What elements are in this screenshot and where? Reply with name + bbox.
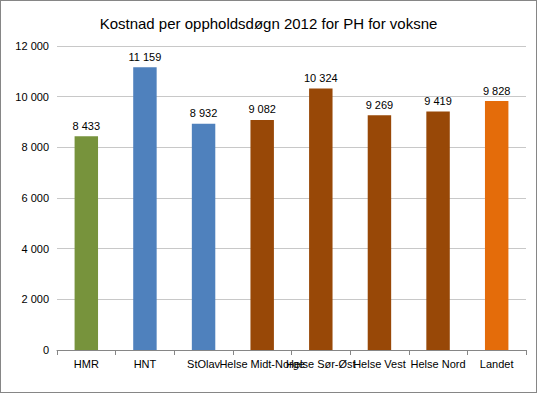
svg-text:Helse Sør-Øst: Helse Sør-Øst [286,358,356,370]
svg-text:12 000: 12 000 [15,40,49,52]
svg-text:0: 0 [43,344,49,356]
svg-text:StOlav: StOlav [187,358,221,370]
svg-text:Helse Nord: Helse Nord [411,358,466,370]
svg-text:Kostnad per oppholdsdøgn 2012: Kostnad per oppholdsdøgn 2012 for PH for… [100,15,438,32]
svg-text:Helse Vest: Helse Vest [353,358,406,370]
svg-text:9 269: 9 269 [366,99,394,111]
svg-text:6 000: 6 000 [21,192,49,204]
svg-text:8 932: 8 932 [190,107,218,119]
svg-text:10 324: 10 324 [304,72,338,84]
svg-text:10 000: 10 000 [15,91,49,103]
svg-text:4 000: 4 000 [21,243,49,255]
svg-text:Landet: Landet [480,358,514,370]
svg-text:2 000: 2 000 [21,293,49,305]
svg-text:Helse Midt-Norge: Helse Midt-Norge [219,357,305,370]
svg-text:HNT: HNT [134,358,157,370]
svg-text:11 159: 11 159 [129,51,162,63]
svg-text:9 082: 9 082 [248,103,276,115]
svg-text:9 419: 9 419 [424,95,452,107]
svg-text:8 000: 8 000 [21,141,49,153]
svg-text:HMR: HMR [74,358,99,370]
svg-text:9 828: 9 828 [483,85,511,97]
svg-text:8 433: 8 433 [73,120,101,132]
